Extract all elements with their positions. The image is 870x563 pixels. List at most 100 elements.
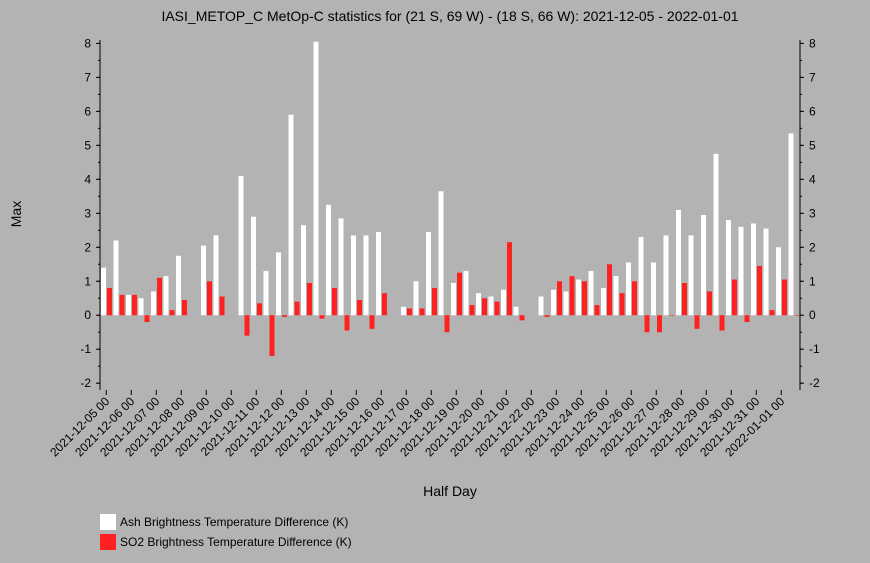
so2-bar xyxy=(157,277,162,316)
so2-bar xyxy=(582,281,587,316)
ash-bar xyxy=(551,289,556,316)
so2-bar xyxy=(682,282,687,316)
so2-bar xyxy=(507,242,512,316)
so2-bar xyxy=(569,276,575,316)
ash-bar xyxy=(338,218,344,316)
so2-bar xyxy=(444,315,450,333)
ash-bar xyxy=(251,216,256,316)
ash-bar xyxy=(676,209,681,316)
so2-bar xyxy=(107,288,112,316)
so2-bar xyxy=(544,315,550,317)
ash-bar xyxy=(176,255,181,316)
so2-bar xyxy=(419,308,425,316)
so2-bar xyxy=(307,282,312,316)
y-tick-label-left: 2 xyxy=(84,240,91,254)
y-tick-label-left: 1 xyxy=(84,274,91,288)
legend-item-ash: Ash Brightness Temperature Difference (K… xyxy=(100,512,352,532)
legend-item-so2: SO2 Brightness Temperature Difference (K… xyxy=(100,532,352,552)
so2-bar xyxy=(207,281,212,316)
so2-bar xyxy=(757,265,762,316)
ash-bar xyxy=(726,220,731,316)
so2-bar xyxy=(644,315,650,333)
y-tick-label-right: 1 xyxy=(809,274,816,288)
ash-bar xyxy=(538,296,544,316)
so2-bar xyxy=(657,315,662,333)
ash-bar xyxy=(263,271,269,316)
ash-bar xyxy=(326,204,331,316)
ash-bar xyxy=(138,298,144,316)
so2-bar xyxy=(219,296,225,316)
ash-bar xyxy=(126,294,131,316)
ash-bar xyxy=(613,276,619,316)
y-tick-label-left: 5 xyxy=(84,138,91,152)
ash-bar xyxy=(588,271,594,316)
ash-bar xyxy=(163,276,169,316)
ash-bar xyxy=(651,262,656,316)
so2-bar xyxy=(182,299,187,316)
so2-bar xyxy=(407,308,412,316)
legend-label-ash: Ash Brightness Temperature Difference (K… xyxy=(120,515,349,529)
so2-bar xyxy=(782,279,787,316)
y-tick-label-right: 2 xyxy=(809,240,816,254)
ash-bar xyxy=(288,114,294,316)
so2-bar xyxy=(769,310,775,316)
so2-bar xyxy=(594,305,600,316)
ash-bar xyxy=(701,215,706,316)
y-tick-label-right: 6 xyxy=(809,104,816,118)
so2-bar xyxy=(294,301,300,316)
y-tick-label-right: 5 xyxy=(809,138,816,152)
ash-bar xyxy=(363,235,369,316)
so2-bar xyxy=(282,315,287,317)
so2-bar xyxy=(482,298,487,316)
so2-bar xyxy=(332,288,337,316)
ash-bar xyxy=(113,240,119,316)
y-tick-label-right: -1 xyxy=(809,342,820,356)
ash-bar xyxy=(688,235,694,316)
ash-bar xyxy=(763,228,769,316)
ash-bar xyxy=(476,293,481,316)
y-tick-label-left: 8 xyxy=(84,36,91,50)
so2-bar xyxy=(269,315,275,357)
so2-bar xyxy=(494,301,500,316)
y-tick-label-right: 7 xyxy=(809,70,816,84)
so2-bar xyxy=(619,293,625,316)
so2-bar xyxy=(469,305,475,316)
ash-bar xyxy=(563,291,569,316)
y-tick-label-left: 7 xyxy=(84,70,91,84)
ash-bar xyxy=(788,133,794,316)
so2-bar xyxy=(744,315,750,323)
y-tick-label-left: -2 xyxy=(80,376,91,390)
so2-bar xyxy=(557,281,562,316)
legend-label-so2: SO2 Brightness Temperature Difference (K… xyxy=(120,535,352,549)
so2-bar xyxy=(369,315,375,329)
y-tick-label-left: -1 xyxy=(80,342,91,356)
ash-bar xyxy=(213,235,219,316)
so2-bar xyxy=(794,315,800,316)
so2-bar xyxy=(357,299,362,316)
ash-bar xyxy=(576,279,581,316)
y-tick-label-right: 3 xyxy=(809,206,816,220)
ash-bar xyxy=(413,281,419,316)
ash-bar xyxy=(438,191,444,316)
ash-bar xyxy=(663,235,669,316)
ash-bar xyxy=(713,153,719,316)
y-tick-label-left: 6 xyxy=(84,104,91,118)
ash-bar xyxy=(151,291,156,316)
so2-bar xyxy=(519,315,525,321)
so2-bar xyxy=(719,315,725,331)
ash-bar xyxy=(313,41,319,316)
ash-bar xyxy=(238,175,244,316)
legend-swatch-ash xyxy=(100,514,116,530)
y-tick-label-left: 0 xyxy=(84,308,91,322)
y-tick-label-right: 4 xyxy=(809,172,816,186)
ash-bar xyxy=(513,306,519,316)
ash-bar xyxy=(351,235,356,316)
ash-bar xyxy=(276,252,281,316)
ash-bar xyxy=(638,237,644,316)
ash-bar xyxy=(738,226,744,316)
so2-bar xyxy=(257,303,262,316)
y-tick-label-right: -2 xyxy=(809,376,820,390)
ash-bar xyxy=(751,223,756,316)
y-tick-label-left: 3 xyxy=(84,206,91,220)
